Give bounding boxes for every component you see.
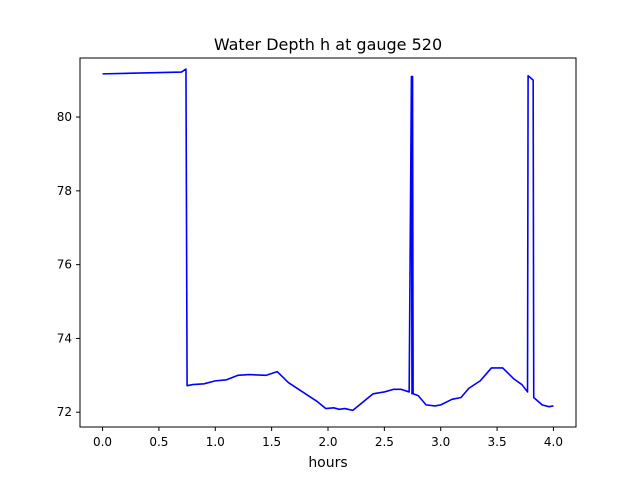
x-tick-label: 1.5	[262, 435, 281, 449]
x-tick-label: 2.0	[318, 435, 337, 449]
y-axis-ticks: 72 74 76 78 80	[57, 110, 80, 419]
x-axis-label: hours	[308, 455, 347, 471]
x-tick-label: 2.5	[375, 435, 394, 449]
y-tick-label: 78	[57, 184, 72, 198]
series-line-0	[102, 68, 554, 412]
x-tick-label: 3.5	[488, 435, 507, 449]
series-layer	[102, 68, 554, 412]
x-tick-label: 4.0	[544, 435, 563, 449]
plot-area: 0.0 0.5 1.0 1.5 2.0 2.5 3.0 3.5 4.0 72 74 76 78 80	[57, 57, 577, 449]
x-tick-label: 3.0	[431, 435, 450, 449]
y-tick-label: 80	[57, 110, 72, 124]
x-tick-label: 1.0	[206, 435, 225, 449]
x-tick-label: 0.5	[149, 435, 168, 449]
x-tick-label: 0.0	[93, 435, 112, 449]
y-tick-label: 72	[57, 405, 72, 419]
y-tick-label: 76	[57, 258, 72, 272]
chart-title: Water Depth h at gauge 520	[214, 35, 442, 54]
y-tick-label: 74	[57, 331, 72, 345]
x-axis-ticks: 0.0 0.5 1.0 1.5 2.0 2.5 3.0 3.5 4.0	[93, 427, 563, 449]
